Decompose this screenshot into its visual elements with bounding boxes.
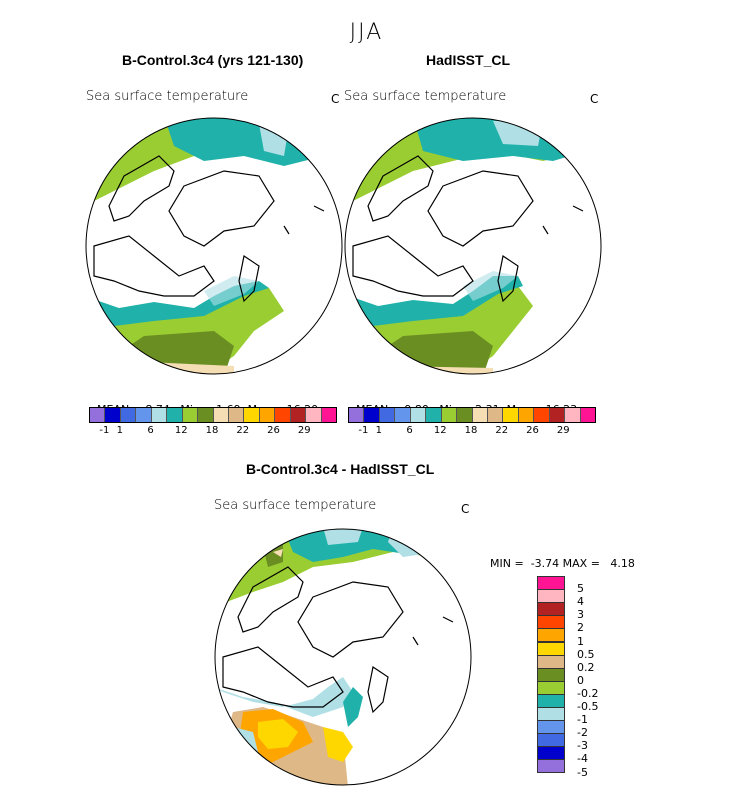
colorbar-tick-label: 0.2	[577, 660, 595, 674]
colorbar-swatch	[537, 654, 565, 669]
colorbar-swatch	[518, 408, 535, 422]
colorbar-swatch	[503, 408, 519, 422]
colorbar-tick-label: 1	[375, 425, 382, 436]
colorbar-swatch	[306, 408, 322, 422]
colorbar-tick-label: 3	[577, 608, 584, 622]
colorbar-swatch	[90, 408, 106, 422]
colorbar-tick-label: 12	[433, 425, 447, 436]
colorbar-swatch	[537, 720, 565, 735]
colorbar-swatch	[537, 707, 565, 722]
panel1-title: B-Control.3c4 (yrs 121-130)	[122, 52, 304, 68]
colorbar-tick-label: 29	[556, 425, 570, 436]
colorbar-swatch	[537, 667, 565, 682]
colorbar-tick-label: 4	[577, 595, 584, 609]
panel1-colorbar-labels: -1 1 6 12 18 22 26 29	[89, 425, 335, 439]
colorbar-swatch	[537, 733, 565, 748]
colorbar-swatch	[487, 408, 504, 422]
colorbar-swatch	[537, 628, 565, 643]
colorbar-tick-label: 22	[495, 425, 509, 436]
colorbar-swatch	[537, 680, 565, 695]
colorbar-tick-label: 1	[116, 425, 123, 436]
colorbar-swatch	[426, 408, 442, 422]
colorbar-swatch	[537, 602, 565, 617]
colorbar-tick-label: 1	[577, 634, 584, 648]
colorbar-swatch	[580, 408, 595, 422]
colorbar-swatch	[151, 408, 168, 422]
panel1-map	[85, 117, 343, 375]
colorbar-tick-label: 29	[297, 425, 311, 436]
colorbar-swatch	[364, 408, 380, 422]
colorbar-swatch	[379, 408, 396, 422]
colorbar-swatch	[167, 408, 183, 422]
colorbar-swatch	[259, 408, 276, 422]
colorbar-tick-label: 22	[236, 425, 250, 436]
colorbar-swatch	[275, 408, 291, 422]
panel2-colorbar	[348, 407, 596, 423]
panel2-colorbar-labels: -1 1 6 12 18 22 26 29	[348, 425, 594, 439]
colorbar-tick-label: 6	[406, 425, 413, 436]
colorbar-tick-label: -1	[99, 425, 110, 436]
colorbar-swatch	[441, 408, 458, 422]
colorbar-swatch	[534, 408, 550, 422]
colorbar-swatch	[537, 693, 565, 708]
colorbar-tick-label: 12	[174, 425, 188, 436]
colorbar-swatch	[537, 576, 565, 591]
panel2-unit: C	[590, 92, 599, 106]
colorbar-swatch	[472, 408, 488, 422]
colorbar-swatch	[565, 408, 581, 422]
panel1-variable: Sea surface temperature	[86, 89, 249, 104]
panel2-variable: Sea surface temperature	[344, 89, 507, 104]
colorbar-swatch	[537, 589, 565, 604]
colorbar-tick-label: -0.5	[577, 700, 599, 713]
colorbar-tick-label: -1	[358, 425, 369, 436]
figure-title: JJA	[349, 20, 384, 45]
colorbar-swatch	[537, 746, 565, 761]
colorbar-tick-label: 6	[147, 425, 154, 436]
colorbar-swatch	[198, 408, 214, 422]
panel3-variable: Sea surface temperature	[214, 498, 377, 513]
panel3-unit: C	[461, 502, 470, 516]
colorbar-swatch	[410, 408, 427, 422]
colorbar-swatch	[537, 615, 565, 630]
colorbar-tick-label: 18	[464, 425, 478, 436]
panel2-title: HadISST_CL	[426, 52, 511, 68]
colorbar-swatch	[457, 408, 473, 422]
colorbar-tick-label: 18	[205, 425, 219, 436]
panel1-unit: C	[331, 92, 340, 106]
colorbar-tick-label: -5	[577, 765, 588, 779]
colorbar-swatch	[537, 641, 565, 656]
colorbar-swatch	[105, 408, 121, 422]
colorbar-swatch	[349, 408, 365, 422]
colorbar-swatch	[228, 408, 245, 422]
colorbar-tick-label: -4	[577, 752, 588, 766]
colorbar-tick-label: -1	[577, 713, 588, 727]
colorbar-swatch	[136, 408, 152, 422]
colorbar-swatch	[537, 759, 565, 774]
panel3-title: B-Control.3c4 - HadISST_CL	[246, 461, 435, 477]
colorbar-tick-label: 0	[577, 673, 584, 687]
colorbar-tick-label: 2	[577, 621, 584, 635]
colorbar-tick-label: -0.2	[577, 686, 599, 700]
colorbar-swatch	[244, 408, 260, 422]
colorbar-tick-label: 0.5	[577, 647, 595, 661]
panel3-stats: MIN = -3.74 MAX = 4.18	[490, 557, 635, 570]
colorbar-swatch	[120, 408, 137, 422]
panel3-map	[214, 528, 472, 786]
colorbar-swatch	[395, 408, 411, 422]
colorbar-swatch	[321, 408, 336, 422]
panel2-map	[344, 117, 602, 375]
colorbar-swatch	[213, 408, 229, 422]
colorbar-tick-label: -3	[577, 739, 588, 753]
colorbar-swatch	[549, 408, 566, 422]
panel1-colorbar	[89, 407, 337, 423]
colorbar-tick-label: 5	[577, 582, 584, 596]
colorbar-swatch	[290, 408, 307, 422]
colorbar-tick-label: 26	[267, 425, 280, 436]
colorbar-swatch	[182, 408, 199, 422]
colorbar-tick-label: -2	[577, 726, 588, 740]
colorbar-tick-label: 26	[526, 425, 539, 436]
